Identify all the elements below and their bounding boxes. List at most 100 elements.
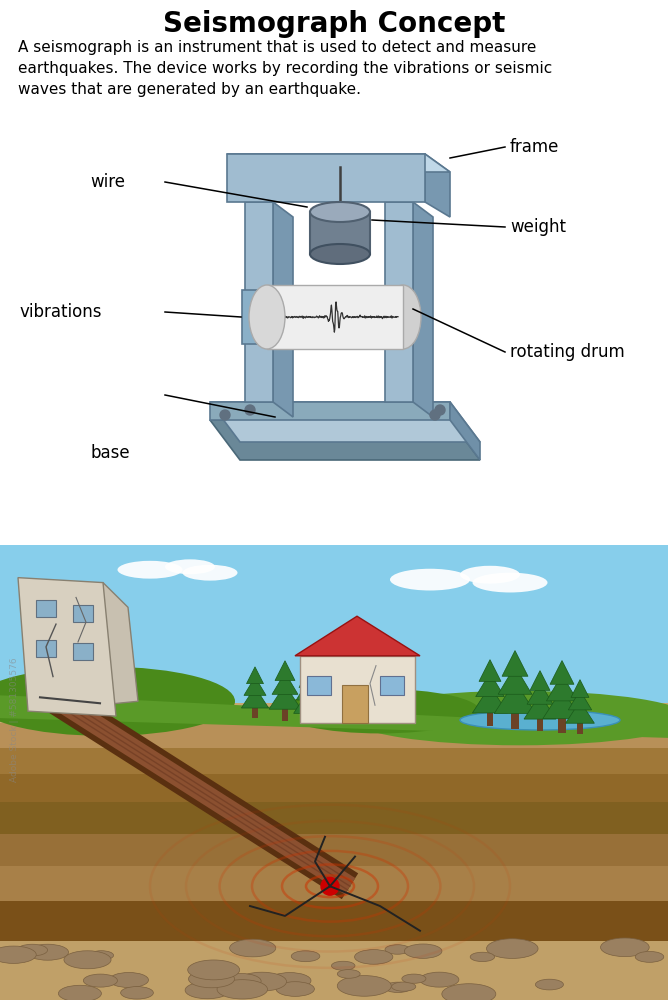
Bar xyxy=(558,716,566,733)
Ellipse shape xyxy=(635,951,664,962)
Ellipse shape xyxy=(188,960,240,980)
Polygon shape xyxy=(530,671,550,690)
Bar xyxy=(36,640,56,657)
Text: Adobe Stock | #581305576: Adobe Stock | #581305576 xyxy=(10,658,19,782)
Ellipse shape xyxy=(470,952,494,962)
Ellipse shape xyxy=(165,559,215,574)
Text: wire: wire xyxy=(90,173,125,191)
Polygon shape xyxy=(527,682,553,704)
Bar xyxy=(73,605,93,622)
Polygon shape xyxy=(472,686,508,713)
Bar xyxy=(537,717,543,731)
Bar xyxy=(253,706,258,718)
Polygon shape xyxy=(450,402,480,460)
Bar xyxy=(0,941,668,1000)
Bar xyxy=(342,685,368,723)
Ellipse shape xyxy=(385,285,421,349)
Polygon shape xyxy=(297,680,320,700)
Polygon shape xyxy=(546,675,578,701)
Ellipse shape xyxy=(384,982,411,993)
Ellipse shape xyxy=(269,973,311,989)
Ellipse shape xyxy=(460,566,520,584)
Ellipse shape xyxy=(310,244,370,264)
Polygon shape xyxy=(210,402,480,442)
Polygon shape xyxy=(241,687,269,708)
Ellipse shape xyxy=(276,982,315,996)
Bar xyxy=(487,711,493,726)
Polygon shape xyxy=(524,694,556,719)
Bar xyxy=(300,656,415,723)
Ellipse shape xyxy=(58,985,102,1000)
Ellipse shape xyxy=(237,972,287,991)
Ellipse shape xyxy=(337,970,360,978)
Polygon shape xyxy=(272,673,298,694)
Polygon shape xyxy=(227,154,450,172)
Polygon shape xyxy=(425,154,450,217)
Circle shape xyxy=(430,410,440,420)
Ellipse shape xyxy=(601,938,649,957)
Circle shape xyxy=(245,405,255,415)
Bar xyxy=(0,545,668,782)
Ellipse shape xyxy=(355,950,393,964)
Ellipse shape xyxy=(404,944,442,958)
Polygon shape xyxy=(299,670,317,688)
Polygon shape xyxy=(18,578,116,716)
Bar xyxy=(0,774,668,802)
Text: rotating drum: rotating drum xyxy=(510,343,625,361)
Polygon shape xyxy=(571,680,589,697)
Circle shape xyxy=(321,877,339,895)
Ellipse shape xyxy=(121,987,154,999)
Polygon shape xyxy=(294,691,323,713)
Polygon shape xyxy=(227,154,425,202)
Text: weight: weight xyxy=(510,218,566,236)
Ellipse shape xyxy=(337,976,391,996)
Ellipse shape xyxy=(0,667,235,736)
Circle shape xyxy=(220,410,230,420)
Polygon shape xyxy=(0,695,668,738)
Ellipse shape xyxy=(310,202,370,222)
Text: base: base xyxy=(90,444,130,462)
Ellipse shape xyxy=(188,970,234,988)
Polygon shape xyxy=(295,616,420,656)
Polygon shape xyxy=(494,681,536,714)
Ellipse shape xyxy=(221,974,261,989)
Ellipse shape xyxy=(291,951,320,962)
Ellipse shape xyxy=(118,561,182,579)
Polygon shape xyxy=(88,583,138,706)
Polygon shape xyxy=(210,420,480,460)
Polygon shape xyxy=(498,666,532,694)
Bar xyxy=(36,600,56,617)
Ellipse shape xyxy=(182,565,238,581)
Polygon shape xyxy=(310,212,370,254)
Bar xyxy=(307,676,331,695)
Ellipse shape xyxy=(249,285,285,349)
Ellipse shape xyxy=(84,974,118,987)
Text: A seismograph is an instrument that is used to detect and measure
earthquakes. T: A seismograph is an instrument that is u… xyxy=(18,40,552,97)
Ellipse shape xyxy=(391,982,415,991)
Polygon shape xyxy=(210,402,450,420)
Bar xyxy=(0,866,668,901)
Bar xyxy=(511,711,519,729)
Bar xyxy=(380,676,404,695)
Polygon shape xyxy=(543,689,581,719)
Ellipse shape xyxy=(27,944,69,960)
Ellipse shape xyxy=(460,710,620,730)
Polygon shape xyxy=(568,690,592,710)
Ellipse shape xyxy=(442,984,496,1000)
Polygon shape xyxy=(413,202,433,417)
Polygon shape xyxy=(275,661,295,681)
Bar xyxy=(282,707,288,721)
Bar xyxy=(0,748,668,774)
Polygon shape xyxy=(269,684,301,709)
Ellipse shape xyxy=(420,972,459,987)
Polygon shape xyxy=(502,651,528,676)
Ellipse shape xyxy=(331,961,355,970)
Polygon shape xyxy=(242,290,262,344)
Ellipse shape xyxy=(350,691,668,745)
Polygon shape xyxy=(566,701,595,723)
Ellipse shape xyxy=(390,569,470,590)
Bar xyxy=(305,712,311,724)
Ellipse shape xyxy=(185,982,230,999)
Bar xyxy=(0,723,668,748)
Ellipse shape xyxy=(89,951,114,960)
